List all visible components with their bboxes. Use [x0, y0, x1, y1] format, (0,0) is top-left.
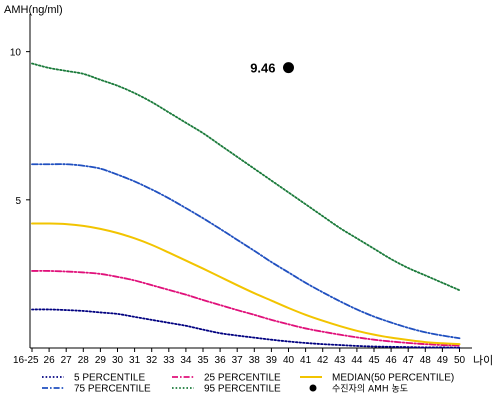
- x-tick-label: 47: [403, 355, 415, 366]
- marker-layer: 9.46: [250, 61, 294, 76]
- x-tick-label: 49: [437, 355, 449, 366]
- x-tick-label: 50: [454, 355, 466, 366]
- axes: AMH(ng/ml) 5 10 16-25 26 27 28 29 30 31 32 33 34 35 36…: [4, 4, 493, 367]
- x-tick-label: 40: [283, 355, 295, 366]
- x-tick-label: 16-25: [13, 355, 39, 366]
- x-tick-label: 42: [317, 355, 329, 366]
- legend-label: 25 PERCENTILE: [204, 373, 281, 384]
- y-tick-label: 10: [10, 48, 22, 59]
- series-layer: [31, 62, 461, 349]
- legend-label: 75 PERCENTILE: [74, 384, 151, 395]
- x-tick-label: 35: [197, 355, 209, 366]
- legend: 5 PERCENTILE 25 PERCENTILE MEDIAN(50 PERCE…: [42, 373, 454, 395]
- legend-marker-label: 수진자의 AMH 농도: [332, 384, 408, 395]
- x-tick-label: 46: [386, 355, 398, 366]
- x-tick-label: 31: [129, 355, 141, 366]
- x-tick-label: 44: [351, 355, 363, 366]
- series-line-5-percentile: [31, 308, 461, 349]
- series-line-25-percentile: [31, 270, 461, 347]
- x-tick-label: 29: [95, 355, 107, 366]
- y-tick-label: 5: [15, 196, 21, 207]
- x-tick-label: 36: [215, 355, 227, 366]
- series-line-95-percentile: [31, 62, 461, 292]
- series-line-median-50-percentile: [31, 222, 461, 346]
- legend-label: 95 PERCENTILE: [204, 384, 281, 395]
- x-tick-label: 28: [78, 355, 90, 366]
- x-tick-label: 43: [334, 355, 346, 366]
- x-axis-label: 나이: [473, 354, 493, 367]
- y-axis-label: AMH(ng/ml): [4, 4, 63, 16]
- x-tick-label: 41: [300, 355, 312, 366]
- x-tick-label: 37: [232, 355, 244, 366]
- series-line-75-percentile: [31, 163, 461, 340]
- x-tick-label: 38: [249, 355, 261, 366]
- x-tick-label: 32: [146, 355, 158, 366]
- legend-label: 5 PERCENTILE: [74, 373, 145, 384]
- x-tick-label: 33: [163, 355, 175, 366]
- patient-amh-marker: [283, 62, 294, 74]
- x-tick-label: 27: [61, 355, 73, 366]
- x-tick-label: 26: [44, 355, 56, 366]
- x-tick-label: 39: [266, 355, 278, 366]
- x-tick-label: 48: [420, 355, 432, 366]
- x-tick-label: 34: [180, 355, 192, 366]
- x-tick-label: 30: [112, 355, 124, 366]
- legend-marker-swatch: [309, 384, 317, 392]
- x-tick-label: 45: [368, 355, 380, 366]
- patient-amh-value-label: 9.46: [250, 61, 275, 76]
- legend-label: MEDIAN(50 PERCENTILE): [332, 373, 454, 384]
